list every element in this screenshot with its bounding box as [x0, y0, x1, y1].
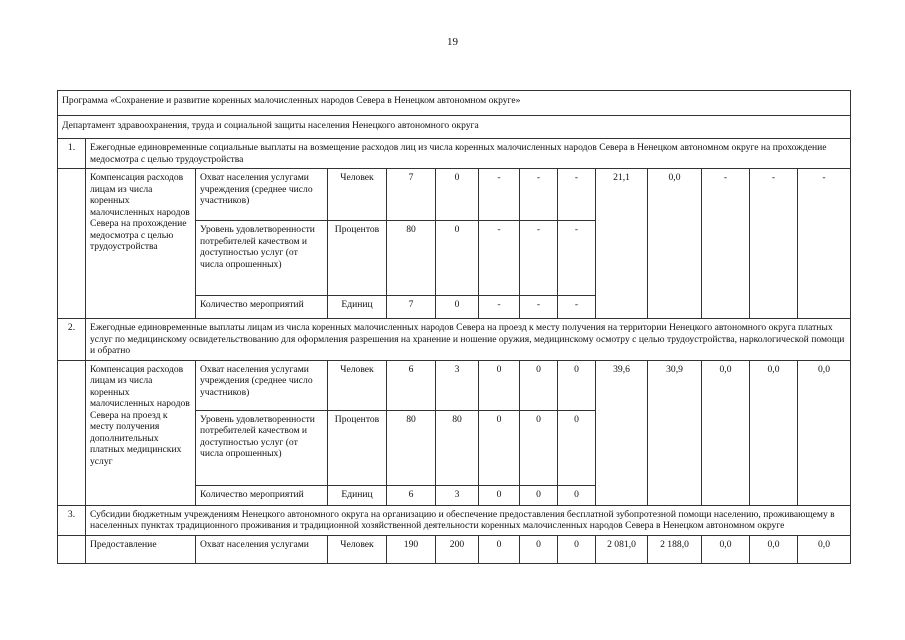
indicator-value: - [519, 220, 558, 296]
finance-value: 2 081,0 [595, 534, 648, 564]
indicator-value: - [478, 220, 520, 296]
indicator-unit: Единиц [327, 295, 387, 319]
indicator-value: 0 [435, 220, 479, 296]
indicator-value: 0 [435, 295, 479, 319]
indicator-value: 200 [435, 534, 479, 564]
department-title: Департамент здравоохранения, труда и соц… [57, 115, 851, 139]
indicator-unit: Процентов [327, 220, 387, 296]
indicator-unit: Единиц [327, 484, 387, 506]
program-table: Программа «Сохранение и развитие коренны… [57, 90, 851, 564]
section-header-row: 3. Субсидии бюджетным учреждениям Ненецко… [57, 504, 851, 536]
indicator-row: Компенсация расходов лицам из числа коре… [57, 168, 851, 319]
finance-value: 0,0 [701, 534, 750, 564]
section-header-row: 1. Ежегодные единовременные социальные вы… [57, 138, 851, 169]
finance-value: - [749, 168, 798, 319]
indicator-row: Количество мероприятий Единиц 6 3 0 0 0 [58, 484, 851, 506]
indicator-name: Количество мероприятий [195, 484, 328, 506]
indicator-value: 6 [386, 484, 436, 506]
indicator-value: 80 [386, 220, 436, 296]
indicator-row: Количество мероприятий Единиц 7 0- - - [58, 295, 851, 319]
indicator-value: 190 [386, 534, 436, 564]
finance-value: 39,6 [595, 359, 648, 506]
indicator-name: Уровень удовлетворенности потребителей к… [195, 409, 328, 486]
indicator-value: 3 [435, 359, 479, 411]
finance-value: 30,9 [647, 359, 702, 506]
indicator-value: - [519, 295, 558, 319]
indicator-value: 0 [478, 409, 520, 486]
indicator-row: Компенсация расходов лицам из числа коре… [57, 359, 851, 506]
section-title: Субсидии бюджетным учреждениям Ненецкого… [85, 504, 851, 536]
section-title: Ежегодные единовременные социальные выпл… [85, 138, 851, 169]
finance-value: 0,0 [749, 534, 798, 564]
indicator-value: 7 [386, 168, 436, 221]
indicator-name: Охват населения услугами учреждения (сре… [195, 168, 328, 221]
finance-value: 0,0 [701, 359, 750, 506]
indicator-value: - [478, 295, 520, 319]
section-spacer [57, 168, 86, 319]
section-spacer [57, 359, 86, 506]
section-number: 2. [57, 318, 86, 361]
indicator-value: 0 [519, 409, 558, 486]
indicator-value: 0 [478, 359, 520, 411]
indicator-name: Охват населения услугами учреждения (сре… [195, 359, 328, 411]
finance-value: 0,0 [797, 359, 851, 506]
indicator-value: 0 [557, 484, 596, 506]
finance-value: 0,0 [647, 168, 702, 319]
service-name: Компенсация расходов лицам из числа коре… [85, 168, 196, 319]
indicator-value: 0 [478, 484, 520, 506]
indicator-value: 0 [478, 534, 520, 564]
indicator-name: Охват населения услугами [195, 534, 328, 564]
indicator-unit: Человек [327, 359, 387, 411]
indicator-unit: Человек [327, 168, 387, 221]
indicator-value: 0 [519, 484, 558, 506]
indicator-value: 80 [386, 409, 436, 486]
program-title: Программа «Сохранение и развитие коренны… [57, 90, 851, 116]
indicator-name: Уровень удовлетворенности потребителей к… [195, 220, 328, 296]
indicator-value: 6 [386, 359, 436, 411]
indicator-unit: Человек [327, 534, 387, 564]
section-number: 1. [57, 138, 86, 169]
page-number: 19 [447, 36, 458, 48]
finance-value: 0,0 [749, 359, 798, 506]
finance-value: - [701, 168, 750, 319]
finance-value: - [797, 168, 851, 319]
indicator-value: 0 [557, 409, 596, 486]
indicator-row: Уровень удовлетворенности потребителей к… [58, 220, 851, 296]
indicator-value: 0 [557, 534, 596, 564]
finance-value: 21,1 [595, 168, 648, 319]
indicator-value: - [557, 168, 596, 221]
section-header-row: 2. Ежегодные единовременные выплаты лицам… [57, 318, 851, 361]
indicator-row: Предоставление Охват населения услугами Че… [57, 534, 851, 564]
finance-value: 0,0 [797, 534, 851, 564]
indicator-value: 0 [519, 359, 558, 411]
indicator-value: 3 [435, 484, 479, 506]
indicator-value: 7 [386, 295, 436, 319]
service-name: Компенсация расходов лицам из числа коре… [85, 359, 196, 506]
section-spacer [57, 534, 86, 564]
indicator-value: - [519, 168, 558, 221]
indicator-name: Количество мероприятий [195, 295, 328, 319]
section-number: 3. [57, 504, 86, 536]
indicator-row: Уровень удовлетворенности потребителей к… [58, 409, 851, 486]
indicator-value: 0 [557, 359, 596, 411]
indicator-value: 0 [519, 534, 558, 564]
indicator-value: - [557, 295, 596, 319]
indicator-value: 80 [435, 409, 479, 486]
section-title: Ежегодные единовременные выплаты лицам и… [85, 318, 851, 361]
indicator-value: - [557, 220, 596, 296]
indicator-value: 0 [435, 168, 479, 221]
indicator-value: - [478, 168, 520, 221]
finance-value: 2 188,0 [647, 534, 702, 564]
indicator-unit: Процентов [327, 409, 387, 486]
service-name: Предоставление [85, 534, 196, 564]
